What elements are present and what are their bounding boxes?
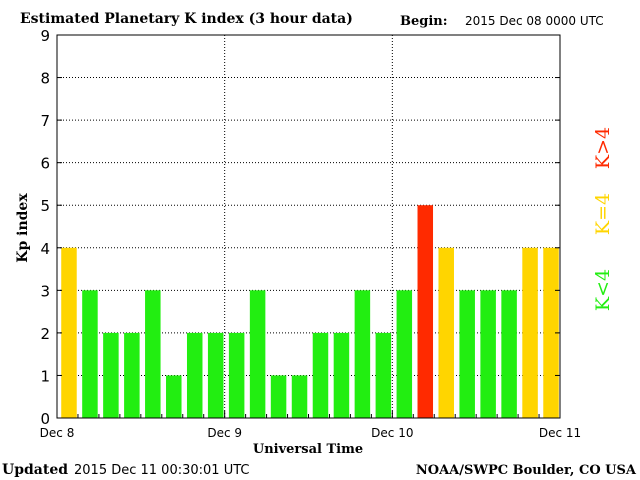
credit-text: NOAA/SWPC Boulder, CO USA: [416, 463, 637, 478]
bar-2: [103, 332, 119, 418]
plot-area: 0 1 2 3 4 5 6 7 8 9 Dec 8 Dec 9 Dec 10 Dec 11: [40, 27, 581, 440]
legend: K<4 K=4 K>4: [592, 127, 614, 311]
x-tick-label: Dec 9: [207, 426, 242, 440]
legend-item-1: K=4: [592, 193, 614, 235]
y-tick-label: 4: [40, 240, 50, 258]
bar-16: [396, 290, 413, 418]
bar-21: [501, 290, 517, 418]
y-tick-label: 9: [40, 27, 50, 45]
bar-6: [186, 332, 203, 418]
bar-0: [61, 247, 77, 418]
y-tick-label: 2: [40, 325, 50, 343]
y-tick-label: 3: [40, 282, 50, 300]
bar-22: [522, 247, 538, 418]
chart-title: Estimated Planetary K index (3 hour data…: [20, 11, 353, 27]
bar-4: [145, 290, 161, 418]
bar-7: [207, 332, 224, 418]
bar-13: [333, 332, 350, 418]
bar-14: [354, 290, 371, 418]
x-tick-label: Dec 10: [371, 426, 413, 440]
bar-9: [249, 290, 266, 418]
bar-8: [228, 332, 245, 418]
bar-11: [291, 375, 308, 418]
y-tick-label: 0: [40, 410, 50, 428]
legend-item-2: K>4: [592, 127, 614, 169]
bar-17: [417, 205, 434, 418]
y-tick-label: 1: [40, 367, 50, 385]
bar-3: [124, 332, 140, 418]
begin-label: Begin:: [400, 14, 448, 29]
bar-19: [459, 290, 475, 418]
x-tick-label: Dec 8: [40, 426, 75, 440]
legend-item-0: K<4: [592, 269, 614, 311]
bar-10: [270, 375, 287, 418]
bar-18: [438, 247, 454, 418]
bar-23: [543, 247, 559, 418]
x-tick-label: Dec 11: [539, 426, 581, 440]
y-tick-label: 6: [40, 155, 50, 173]
bar-1: [82, 290, 98, 418]
updated-value: 2015 Dec 11 00:30:01 UTC: [74, 463, 249, 478]
updated-label: Updated: [2, 462, 68, 478]
x-axis-label: Universal Time: [253, 442, 363, 457]
bar-20: [480, 290, 496, 418]
y-tick-label: 8: [40, 70, 50, 88]
begin-value: 2015 Dec 08 0000 UTC: [465, 14, 604, 28]
y-tick-label: 5: [40, 197, 50, 215]
bar-5: [166, 375, 182, 418]
y-axis-label: Kp index: [15, 193, 31, 263]
bar-12: [312, 332, 329, 418]
y-tick-label: 7: [40, 112, 50, 130]
bar-15: [375, 332, 392, 418]
